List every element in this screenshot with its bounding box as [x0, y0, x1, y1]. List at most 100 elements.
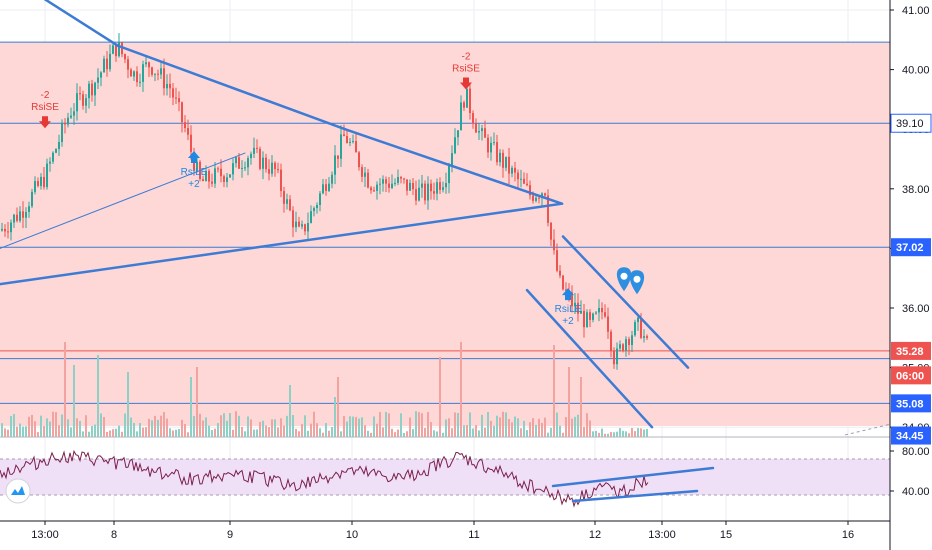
rsi-trendline[interactable] [551, 466, 715, 488]
volume-bar [601, 428, 603, 437]
arrow-up-icon [188, 151, 200, 164]
candle-body [238, 157, 240, 169]
volume-bar [400, 413, 402, 437]
volume-bar [349, 416, 351, 437]
rsi-trendlines[interactable] [551, 466, 715, 503]
volume-bar [304, 415, 306, 437]
candle-body [523, 178, 525, 184]
candle-body [421, 183, 423, 188]
volume-bar [325, 423, 327, 437]
candle-body [58, 141, 60, 150]
volume-bar [1, 423, 3, 437]
trendline[interactable] [0, 202, 564, 286]
volume-bar [316, 423, 318, 437]
time-tick-label: 15 [720, 529, 732, 541]
volume-bar [532, 418, 534, 437]
volume-bar [31, 414, 33, 437]
volume-bar [13, 413, 15, 437]
map-pin-icon[interactable] [629, 270, 645, 295]
price-tag: 39.10 [890, 113, 932, 133]
candle-body [526, 183, 528, 186]
volume-bar [499, 417, 501, 437]
candle-body [43, 176, 45, 188]
candle-body [424, 183, 426, 201]
candle-body [250, 153, 252, 159]
candle-body [562, 275, 564, 290]
candle-body [337, 155, 339, 159]
candle-body [490, 142, 492, 153]
volume-bar [592, 431, 594, 437]
volume-bar [523, 420, 525, 437]
candle-body [550, 222, 552, 240]
candle-body [145, 62, 147, 65]
volume-bar [139, 422, 141, 437]
trendline[interactable] [343, 127, 564, 205]
volume-bar [37, 432, 39, 437]
candle-body [313, 208, 315, 212]
map-pin-markers[interactable] [616, 267, 645, 295]
volume-bar [52, 411, 54, 437]
volume-bar [235, 411, 237, 437]
volume-bar [28, 416, 30, 437]
candle-body [610, 331, 612, 351]
candle-body [322, 184, 324, 194]
signal-label-top: -2 [462, 51, 471, 62]
candle-body [646, 336, 648, 338]
volume-bar [430, 422, 432, 437]
candle-body [505, 156, 507, 168]
volume-bar [190, 377, 192, 437]
volume-bar [211, 429, 213, 437]
candle-body [445, 183, 447, 188]
rsi-trendline[interactable] [571, 489, 699, 503]
candle-body [223, 176, 225, 182]
time-axis[interactable]: 13:00 8 9 10 11 12 13:00 15 16 [31, 521, 854, 541]
arrow-down-icon [460, 77, 472, 90]
trendlines[interactable] [0, 0, 891, 436]
volume-bar [106, 431, 108, 437]
candle-body [331, 174, 333, 184]
rsi-axis[interactable]: 80.00 40.00 [890, 446, 930, 498]
rsi-line [0, 449, 649, 508]
candle-body [571, 292, 573, 307]
trendline[interactable] [525, 288, 654, 429]
volume-bar [439, 357, 441, 437]
volume-bar [328, 430, 330, 437]
candle-body [7, 231, 9, 233]
tradingview-logo-icon[interactable] [5, 478, 31, 504]
candle-body [598, 307, 600, 313]
trendline[interactable] [116, 44, 347, 131]
volume-bar [604, 433, 606, 437]
candle-body [154, 73, 156, 75]
volume-bar [148, 418, 150, 437]
candle-body [217, 168, 219, 170]
volume-bar [88, 431, 90, 437]
trendline[interactable] [43, 0, 120, 48]
volume-bar [529, 422, 531, 437]
volume-bar [205, 417, 207, 437]
candle-body [271, 162, 273, 174]
volume-bar [226, 420, 228, 437]
candle-body [178, 98, 180, 103]
candle-body [340, 134, 342, 159]
price-tag: 35.28 [891, 341, 931, 360]
candle-body [232, 163, 234, 175]
candle-body [466, 88, 468, 108]
volume-bar [409, 417, 411, 437]
candle-body [211, 181, 213, 184]
trendline[interactable] [0, 152, 246, 249]
volume-bar [79, 420, 81, 437]
volume-bar [274, 419, 276, 437]
candle-body [544, 193, 546, 196]
volume-bar [97, 355, 99, 437]
volume-bar [91, 425, 93, 437]
volume-bar [391, 428, 393, 437]
map-pin-icon[interactable] [616, 267, 632, 292]
trendline[interactable] [561, 235, 690, 369]
volume-bar [544, 417, 546, 437]
candle-body [310, 211, 312, 223]
volume-bar [445, 419, 447, 437]
volume-bar [583, 426, 585, 437]
